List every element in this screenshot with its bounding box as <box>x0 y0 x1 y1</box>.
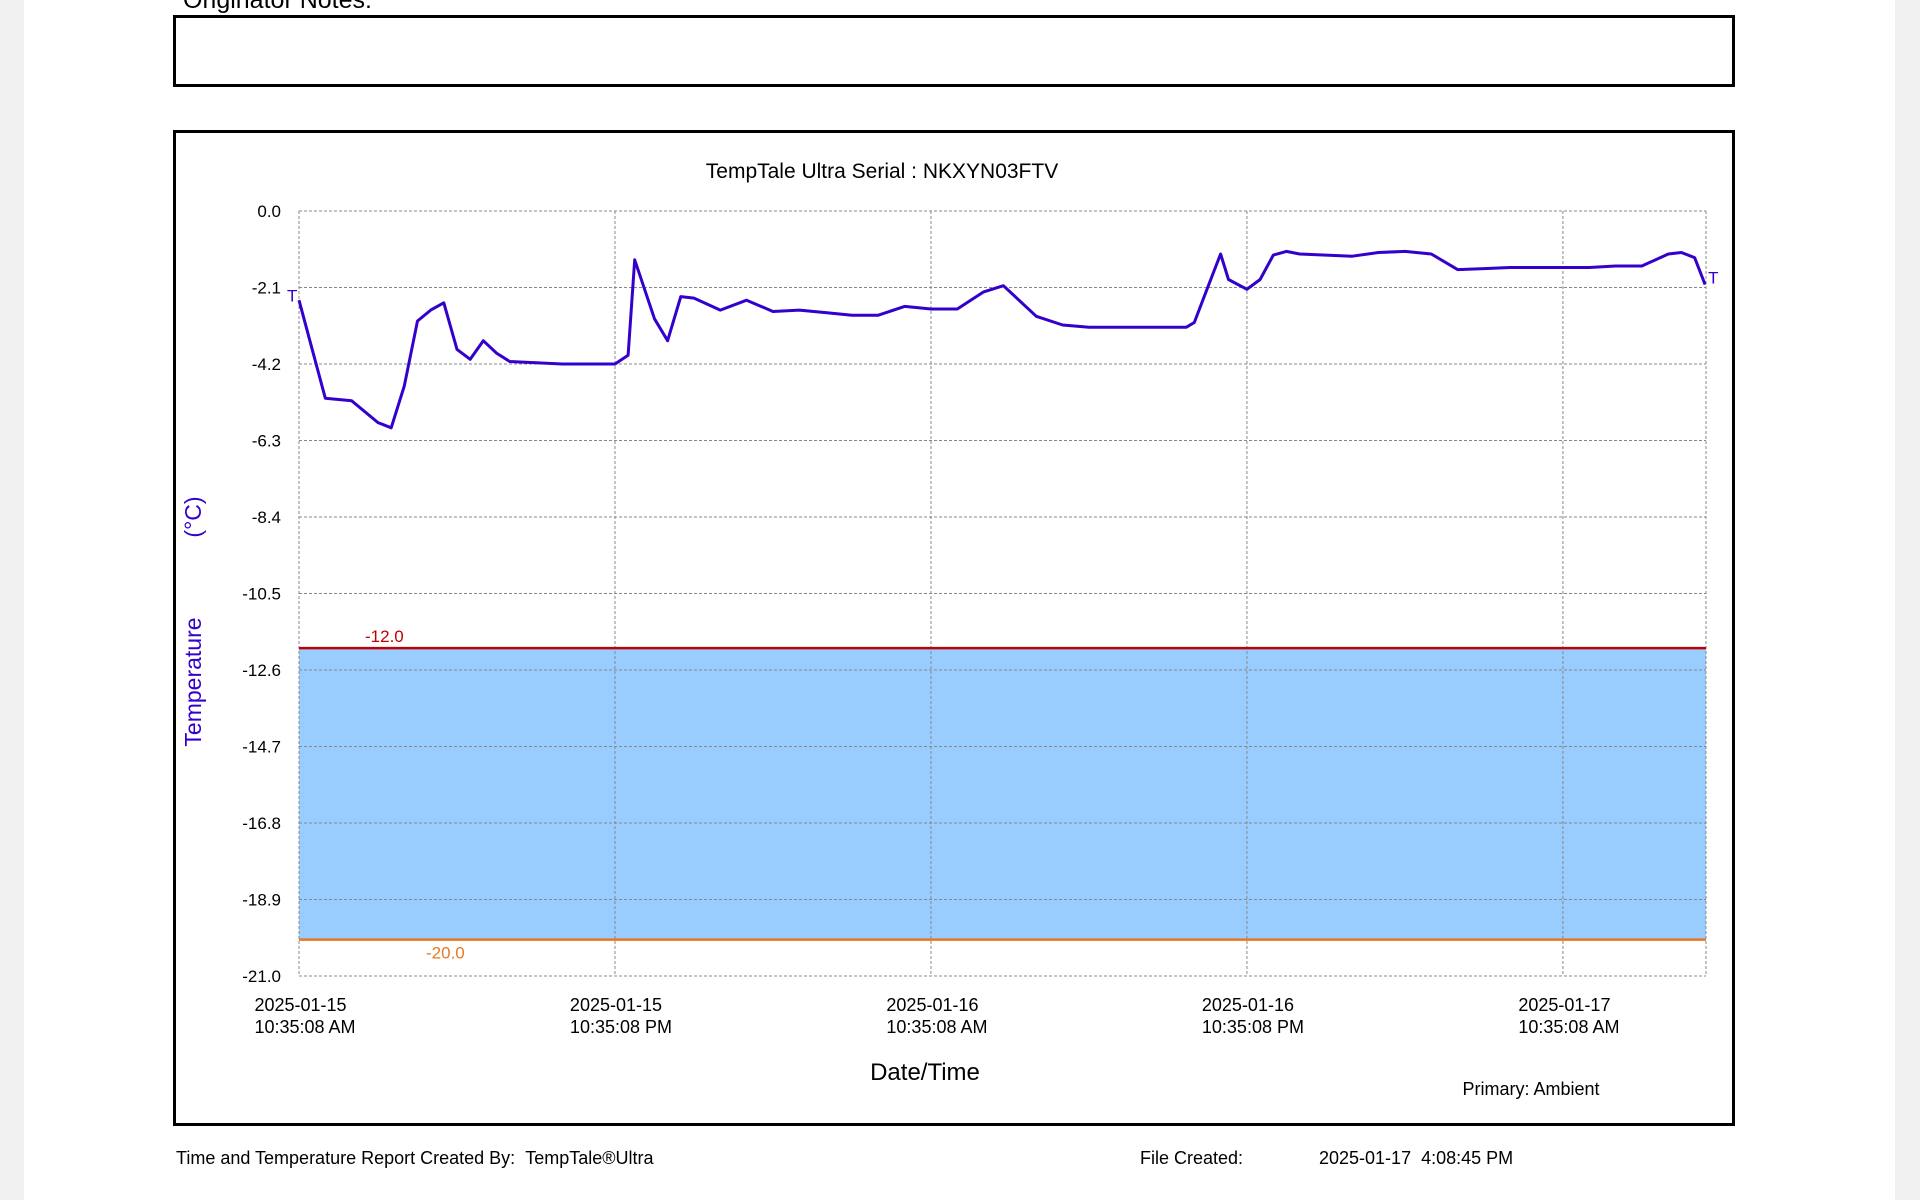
x-tick-label: 2025-01-15 10:35:08 AM <box>254 995 356 1037</box>
y-tick-label: -21.0 <box>242 967 281 986</box>
alarm-band <box>299 648 1706 940</box>
y-tick-label: -18.9 <box>242 891 281 910</box>
y-tick-label: -4.2 <box>252 355 281 374</box>
trip-marker: T <box>287 286 297 305</box>
x-tick-label: 2025-01-15 10:35:08 PM <box>569 995 673 1037</box>
y-tick-label: -8.4 <box>252 508 281 527</box>
chart-box <box>173 130 1735 1126</box>
y-tick-label: -6.3 <box>252 432 281 451</box>
notes-label: Originator Notes: <box>183 0 372 14</box>
footer-created-by: Time and Temperature Report Created By: <box>176 1148 516 1168</box>
y-tick-label: 0.0 <box>257 202 281 221</box>
x-tick-label: 2025-01-16 10:35:08 AM <box>886 995 988 1037</box>
threshold-label: -12.0 <box>365 627 404 646</box>
x-axis-label: Date/Time <box>870 1059 980 1086</box>
threshold-label: -20.0 <box>426 944 465 963</box>
y-tick-label: -14.7 <box>242 738 281 757</box>
y-tick-label: -2.1 <box>252 279 281 298</box>
x-tick-label: 2025-01-16 10:35:08 PM <box>1201 995 1304 1037</box>
y-axis-label: Temperature <box>180 617 206 746</box>
y-tick-label: -10.5 <box>242 585 281 604</box>
file-created: 2025-01-17 4:08:45 PM <box>1319 1148 1514 1168</box>
file-created-label: File Created: <box>1140 1148 1244 1168</box>
trip-marker: T <box>1708 269 1718 288</box>
temperature-line <box>297 249 1707 430</box>
legend-label: Primary: Ambient <box>1462 1079 1599 1099</box>
y-tick-label: -16.8 <box>242 814 281 833</box>
footer-product: TempTale®Ultra <box>525 1148 654 1168</box>
notes-box <box>173 15 1735 87</box>
report-sheet <box>24 0 1895 1200</box>
y-tick-label: -12.6 <box>242 661 281 680</box>
footer-left: Time and Temperature Report Created By: … <box>176 1148 654 1169</box>
chart-title: TempTale Ultra Serial : NKXYN03FTV <box>706 160 1058 183</box>
x-tick-label: 2025-01-17 10:35:08 AM <box>1518 995 1620 1037</box>
y-axis-unit: (°C) <box>180 496 206 537</box>
